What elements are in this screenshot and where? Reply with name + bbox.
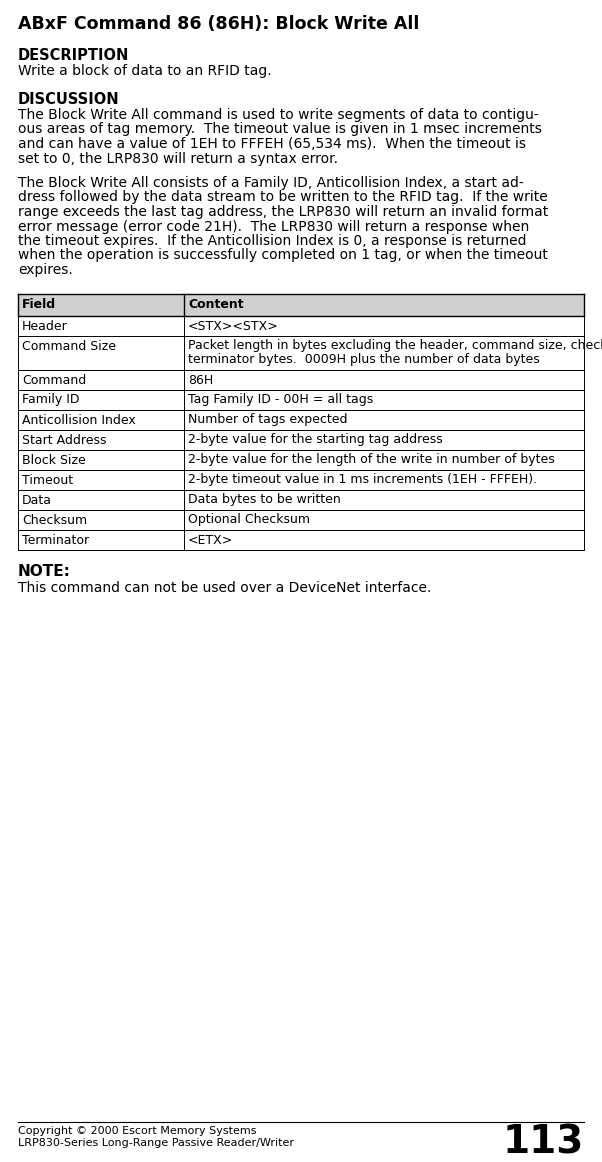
Text: Terminator: Terminator xyxy=(22,533,89,546)
Bar xyxy=(18,294,584,316)
Text: Copyright © 2000 Escort Memory Systems: Copyright © 2000 Escort Memory Systems xyxy=(18,1126,256,1136)
Text: the timeout expires.  If the Anticollision Index is 0, a response is returned: the timeout expires. If the Anticollisio… xyxy=(18,234,527,248)
Text: Content: Content xyxy=(188,297,244,310)
Text: Command: Command xyxy=(22,373,86,387)
Text: error message (error code 21H).  The LRP830 will return a response when: error message (error code 21H). The LRP8… xyxy=(18,220,529,234)
Bar xyxy=(18,370,584,389)
Text: expires.: expires. xyxy=(18,263,73,277)
Text: Checksum: Checksum xyxy=(22,514,87,526)
Text: Write a block of data to an RFID tag.: Write a block of data to an RFID tag. xyxy=(18,64,272,78)
Text: dress followed by the data stream to be written to the RFID tag.  If the write: dress followed by the data stream to be … xyxy=(18,191,548,205)
Text: Number of tags expected: Number of tags expected xyxy=(188,414,347,426)
Bar xyxy=(18,430,584,450)
Text: This command can not be used over a DeviceNet interface.: This command can not be used over a Devi… xyxy=(18,581,432,595)
Text: Packet length in bytes excluding the header, command size, checksum and: Packet length in bytes excluding the hea… xyxy=(188,339,602,352)
Text: Data: Data xyxy=(22,494,52,507)
Text: when the operation is successfully completed on 1 tag, or when the timeout: when the operation is successfully compl… xyxy=(18,249,548,263)
Text: Data bytes to be written: Data bytes to be written xyxy=(188,494,341,507)
Text: The Block Write All command is used to write segments of data to contigu-: The Block Write All command is used to w… xyxy=(18,108,539,122)
Text: NOTE:: NOTE: xyxy=(18,564,71,579)
Bar xyxy=(18,409,584,430)
Text: terminator bytes.  0009H plus the number of data bytes: terminator bytes. 0009H plus the number … xyxy=(188,352,540,366)
Text: ous areas of tag memory.  The timeout value is given in 1 msec increments: ous areas of tag memory. The timeout val… xyxy=(18,122,542,136)
Text: range exceeds the last tag address, the LRP830 will return an invalid format: range exceeds the last tag address, the … xyxy=(18,205,548,218)
Bar xyxy=(18,530,584,550)
Text: 113: 113 xyxy=(503,1124,584,1162)
Text: Anticollision Index: Anticollision Index xyxy=(22,414,135,426)
Text: 2-byte value for the starting tag address: 2-byte value for the starting tag addres… xyxy=(188,433,442,446)
Text: set to 0, the LRP830 will return a syntax error.: set to 0, the LRP830 will return a synta… xyxy=(18,151,338,165)
Bar xyxy=(18,389,584,409)
Text: Block Size: Block Size xyxy=(22,453,85,466)
Text: Start Address: Start Address xyxy=(22,433,107,446)
Text: 2-byte timeout value in 1 ms increments (1EH - FFFEH).: 2-byte timeout value in 1 ms increments … xyxy=(188,473,537,487)
Text: 2-byte value for the length of the write in number of bytes: 2-byte value for the length of the write… xyxy=(188,453,555,466)
Text: 86H: 86H xyxy=(188,373,213,387)
Text: <STX><STX>: <STX><STX> xyxy=(188,320,279,332)
Text: Header: Header xyxy=(22,320,68,332)
Bar xyxy=(18,489,584,509)
Text: Timeout: Timeout xyxy=(22,473,73,487)
Text: DESCRIPTION: DESCRIPTION xyxy=(18,48,129,63)
Bar xyxy=(18,316,584,336)
Text: and can have a value of 1EH to FFFEH (65,534 ms).  When the timeout is: and can have a value of 1EH to FFFEH (65… xyxy=(18,137,526,151)
Text: Family ID: Family ID xyxy=(22,394,79,407)
Bar xyxy=(18,450,584,469)
Text: <ETX>: <ETX> xyxy=(188,533,233,546)
Text: DISCUSSION: DISCUSSION xyxy=(18,92,120,107)
Text: ABxF Command 86 (86H): Block Write All: ABxF Command 86 (86H): Block Write All xyxy=(18,15,420,33)
Text: Optional Checksum: Optional Checksum xyxy=(188,514,310,526)
Text: Tag Family ID - 00H = all tags: Tag Family ID - 00H = all tags xyxy=(188,394,373,407)
Bar xyxy=(18,336,584,370)
Bar xyxy=(18,509,584,530)
Text: LRP830-Series Long-Range Passive Reader/Writer: LRP830-Series Long-Range Passive Reader/… xyxy=(18,1138,294,1148)
Text: The Block Write All consists of a Family ID, Anticollision Index, a start ad-: The Block Write All consists of a Family… xyxy=(18,175,524,191)
Text: Field: Field xyxy=(22,297,56,310)
Text: Command Size: Command Size xyxy=(22,339,116,352)
Bar xyxy=(18,469,584,489)
